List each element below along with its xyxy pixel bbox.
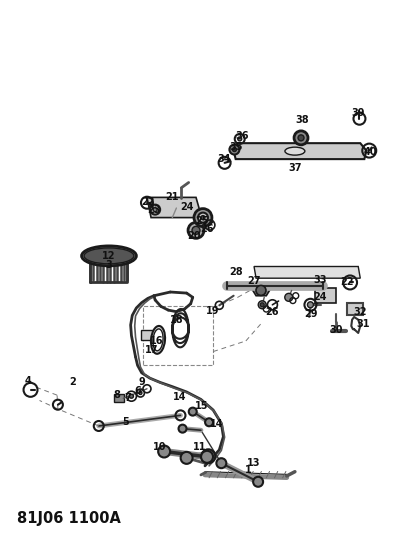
Text: 3: 3 xyxy=(106,261,112,270)
Text: 14: 14 xyxy=(173,392,186,402)
Circle shape xyxy=(216,458,226,468)
Text: 38: 38 xyxy=(295,115,308,125)
Circle shape xyxy=(297,135,303,141)
Circle shape xyxy=(188,222,204,238)
Circle shape xyxy=(252,477,263,487)
Text: 15: 15 xyxy=(195,401,208,411)
Circle shape xyxy=(201,449,215,463)
Circle shape xyxy=(204,418,213,426)
Text: 4: 4 xyxy=(25,376,32,386)
Text: 26: 26 xyxy=(200,224,213,235)
Polygon shape xyxy=(254,266,360,278)
Ellipse shape xyxy=(84,248,134,264)
Text: 25: 25 xyxy=(195,216,208,227)
Text: 14: 14 xyxy=(209,419,222,430)
Text: 9: 9 xyxy=(138,377,145,387)
Circle shape xyxy=(229,144,239,155)
Ellipse shape xyxy=(284,147,304,155)
Ellipse shape xyxy=(151,326,165,354)
Text: 32: 32 xyxy=(353,306,366,317)
Bar xyxy=(141,330,153,340)
Bar xyxy=(114,394,124,402)
Circle shape xyxy=(200,215,204,220)
Text: 24: 24 xyxy=(313,292,326,302)
Circle shape xyxy=(200,451,213,463)
Text: 8: 8 xyxy=(113,390,120,400)
Circle shape xyxy=(232,148,236,151)
Text: 16: 16 xyxy=(150,336,163,346)
Circle shape xyxy=(129,394,133,398)
Text: 36: 36 xyxy=(234,131,248,141)
Text: 1: 1 xyxy=(244,465,251,475)
Circle shape xyxy=(158,446,170,457)
Circle shape xyxy=(191,227,200,235)
Circle shape xyxy=(139,392,142,394)
Text: 12: 12 xyxy=(102,251,115,261)
Text: 29: 29 xyxy=(304,309,317,319)
Polygon shape xyxy=(252,285,269,296)
Text: 34: 34 xyxy=(217,154,231,164)
Text: 31: 31 xyxy=(356,319,369,329)
Ellipse shape xyxy=(153,329,163,351)
Circle shape xyxy=(258,301,265,309)
Text: 5: 5 xyxy=(121,417,128,427)
Circle shape xyxy=(293,131,307,145)
Text: 6: 6 xyxy=(134,386,141,397)
Text: 2: 2 xyxy=(69,377,75,387)
Text: 30: 30 xyxy=(329,325,342,335)
Circle shape xyxy=(255,286,265,295)
Polygon shape xyxy=(146,197,201,217)
Text: 19: 19 xyxy=(205,305,218,316)
Bar xyxy=(346,303,362,315)
Text: 35: 35 xyxy=(228,142,242,152)
Text: 18: 18 xyxy=(169,314,183,325)
Polygon shape xyxy=(314,288,335,303)
Text: 26: 26 xyxy=(265,306,279,317)
Text: 22: 22 xyxy=(339,278,353,287)
Circle shape xyxy=(193,208,211,227)
Text: 21: 21 xyxy=(165,192,179,203)
Text: 39: 39 xyxy=(351,108,364,118)
Text: 10: 10 xyxy=(153,442,166,452)
Text: 22: 22 xyxy=(141,197,154,207)
Circle shape xyxy=(307,302,312,308)
Text: 33: 33 xyxy=(313,275,326,285)
Polygon shape xyxy=(233,143,366,159)
Text: 20: 20 xyxy=(187,231,200,241)
Circle shape xyxy=(180,452,192,464)
Text: 11: 11 xyxy=(193,442,207,452)
Text: 7: 7 xyxy=(124,393,130,403)
Text: 27: 27 xyxy=(247,277,260,286)
Circle shape xyxy=(237,137,241,141)
Ellipse shape xyxy=(81,246,136,266)
Text: 17: 17 xyxy=(145,345,158,356)
Circle shape xyxy=(188,408,196,416)
Circle shape xyxy=(284,293,292,301)
Circle shape xyxy=(178,425,186,433)
Text: 81J06 1100A: 81J06 1100A xyxy=(17,511,121,526)
Text: 23: 23 xyxy=(147,205,160,215)
Bar xyxy=(143,306,213,365)
Text: 28: 28 xyxy=(228,267,242,277)
Text: 13: 13 xyxy=(247,458,260,468)
Text: 24: 24 xyxy=(180,202,193,212)
Text: 40: 40 xyxy=(363,147,376,157)
Circle shape xyxy=(260,303,263,307)
Circle shape xyxy=(198,213,207,223)
Text: 37: 37 xyxy=(288,163,301,173)
Circle shape xyxy=(153,208,157,212)
Circle shape xyxy=(205,453,211,459)
